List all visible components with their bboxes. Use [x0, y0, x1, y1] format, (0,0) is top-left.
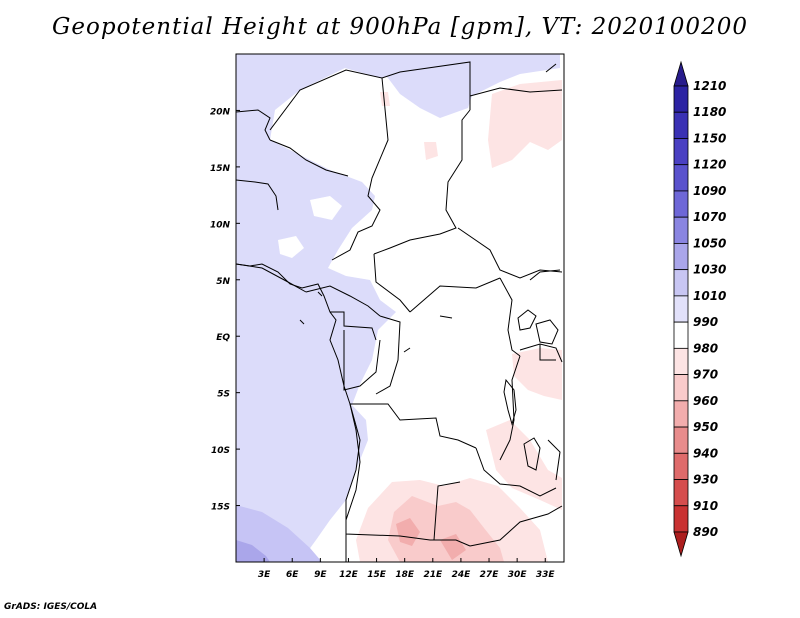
- lat-label: 20N: [210, 107, 231, 117]
- high-field-northwest: [236, 118, 270, 182]
- coastline: [236, 263, 361, 562]
- colorbar-label: 1180: [693, 105, 726, 119]
- colorbar-swatch: [673, 374, 689, 402]
- colorbar-bottom-arrow: [673, 531, 689, 558]
- colorbar-label: 960: [693, 394, 718, 408]
- lowest-field-south: [396, 518, 420, 546]
- colorbar-label: 1090: [693, 184, 726, 198]
- lon-label: 21E: [423, 570, 443, 580]
- lat-label: 5N: [216, 277, 230, 287]
- high-field-north: [360, 54, 560, 118]
- colorbar-swatch: [673, 269, 689, 297]
- colorbar-swatch: [673, 85, 689, 113]
- colorbar: 1210 1180 1150 1120 1090 1070 1050 1030 1010 990 9…: [673, 60, 726, 558]
- height-field: [236, 54, 564, 562]
- colorbar-swatch: [673, 452, 689, 480]
- lakes: [299, 291, 559, 471]
- colorbar-label: 1120: [693, 158, 726, 172]
- lat-label: 15N: [210, 164, 231, 174]
- colorbar-label: 970: [693, 368, 718, 382]
- lat-label: 10S: [211, 446, 230, 456]
- lon-axis: 3E 6E 9E 12E 15E 18E 21E 24E 27E 30E 33E: [258, 558, 556, 580]
- lon-label: 24E: [452, 570, 472, 580]
- colorbar-swatch: [673, 400, 689, 428]
- colorbar-label: 910: [693, 499, 718, 513]
- colorbar-top-arrow: [673, 60, 689, 87]
- lat-label: 10N: [210, 220, 231, 230]
- grads-credit: GrADS: IGES/COLA: [4, 602, 98, 612]
- lon-label: 18E: [395, 570, 415, 580]
- colorbar-swatch: [673, 347, 689, 375]
- lon-label: 9E: [314, 570, 327, 580]
- map-title: Geopotential Height at 900hPa [gpm], VT:…: [52, 14, 748, 40]
- map-frame: [235, 53, 565, 563]
- colorbar-swatch: [673, 505, 689, 533]
- colorbar-label: 1010: [693, 289, 726, 303]
- higher-field-sw: [236, 505, 322, 562]
- colorbar-label: 890: [693, 525, 718, 539]
- colorbar-label: 990: [693, 315, 718, 329]
- colorbar-label: 930: [693, 473, 718, 487]
- colorbar-label: 1050: [693, 236, 726, 250]
- colorbar-swatch: [673, 243, 689, 271]
- colorbar-swatch: [673, 479, 689, 507]
- lat-label: 15S: [211, 503, 230, 513]
- lon-label: 33E: [536, 570, 556, 580]
- colorbar-swatch: [673, 111, 689, 139]
- lon-label: 30E: [508, 570, 528, 580]
- lon-label: 15E: [367, 570, 387, 580]
- colorbar-label: 1210: [693, 79, 726, 93]
- lat-label: 5S: [217, 390, 230, 400]
- colorbar-label: 1070: [693, 210, 726, 224]
- colorbar-swatch: [673, 164, 689, 192]
- colorbar-label: 1150: [693, 131, 726, 145]
- lat-axis: 20N 15N 10N 5N EQ 5S 10S 15S: [210, 107, 240, 513]
- lon-label: 27E: [480, 570, 500, 580]
- highest-field-sw: [236, 540, 270, 562]
- colorbar-label: 950: [693, 420, 718, 434]
- lon-label: 3E: [258, 570, 271, 580]
- low-field-ne: [488, 80, 562, 168]
- country-borders: [236, 61, 563, 547]
- colorbar-swatch: [673, 426, 689, 454]
- high-field-west: [236, 54, 470, 562]
- colorbar-label: 940: [693, 446, 718, 460]
- lon-label: 6E: [286, 570, 299, 580]
- colorbar-label: 1030: [693, 263, 726, 277]
- colorbar-swatch: [673, 190, 689, 218]
- colorbar-swatch: [673, 295, 689, 323]
- low-field-east: [512, 348, 562, 400]
- colorbar-swatch: [673, 321, 689, 349]
- colorbar-label: 980: [693, 341, 718, 355]
- colorbar-swatch: [673, 216, 689, 244]
- lat-label: EQ: [216, 333, 230, 343]
- colorbar-swatch: [673, 138, 689, 166]
- lon-label: 12E: [339, 570, 359, 580]
